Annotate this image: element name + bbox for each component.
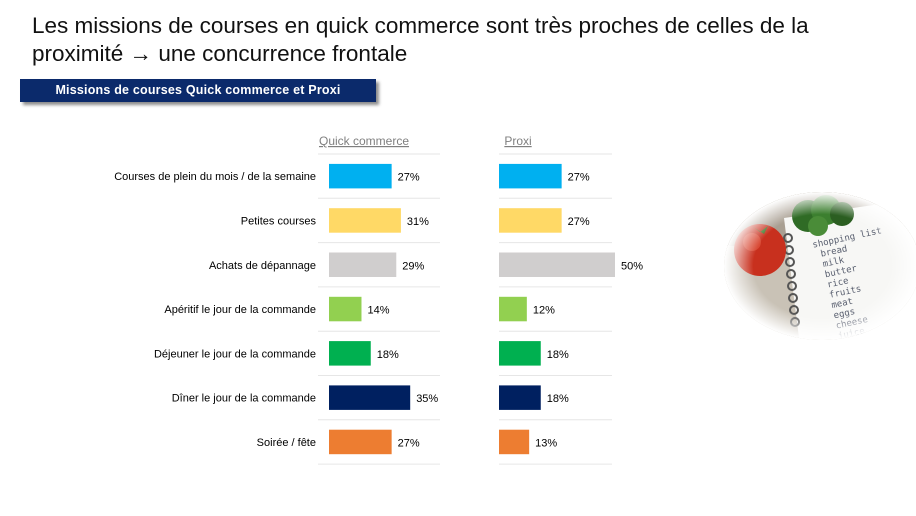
- chart-title-1: Proxi: [504, 134, 531, 148]
- bar-0-0: [329, 163, 392, 189]
- data-label: 12%: [533, 305, 555, 317]
- data-label: 29%: [402, 260, 424, 272]
- data-label: 18%: [547, 349, 569, 361]
- bar-1-3: [499, 296, 527, 322]
- data-label: 13%: [535, 437, 557, 449]
- category-label: Déjeuner le jour de la commande: [154, 348, 316, 360]
- data-label: 50%: [621, 260, 643, 272]
- bar-1-5: [499, 385, 541, 410]
- bar-0-1: [329, 208, 401, 233]
- shopping-list-photo: shopping listbreadmilkbutterricefruitsme…: [724, 192, 916, 340]
- category-label: Petites courses: [241, 215, 317, 227]
- bar-1-6: [499, 429, 530, 455]
- data-label: 31%: [407, 216, 429, 228]
- data-label: 27%: [398, 172, 420, 184]
- category-label: Apéritif le jour de la commande: [164, 304, 316, 316]
- bar-0-2: [329, 252, 397, 277]
- data-label: 27%: [568, 216, 590, 228]
- bar-1-4: [499, 341, 541, 366]
- bar-0-5: [329, 385, 411, 410]
- data-label: 18%: [377, 349, 399, 361]
- bar-0-6: [329, 429, 392, 455]
- title-line-2-start: proximité: [32, 41, 124, 66]
- data-label: 14%: [367, 305, 389, 317]
- bar-1-2: [499, 252, 615, 277]
- category-label: Achats de dépannage: [209, 260, 316, 272]
- category-label: Dîner le jour de la commande: [172, 393, 316, 405]
- chart-title-0: Quick commerce: [319, 134, 409, 148]
- data-label: 35%: [416, 393, 438, 405]
- section-banner: Missions de courses Quick commerce et Pr…: [20, 79, 376, 102]
- bar-1-1: [499, 208, 562, 233]
- data-label: 27%: [568, 172, 590, 184]
- data-label: 18%: [547, 393, 569, 405]
- data-label: 27%: [398, 437, 420, 449]
- bar-1-0: [499, 163, 562, 189]
- bar-0-4: [329, 341, 371, 366]
- bar-0-3: [329, 296, 362, 322]
- title-line-1: Les missions de courses en quick commerc…: [32, 13, 809, 38]
- category-label: Courses de plein du mois / de la semaine: [114, 171, 316, 183]
- title-line-2: proximité → une concurrence frontale: [32, 40, 892, 68]
- category-label: Soirée / fête: [257, 437, 316, 449]
- slide-title: Les missions de courses en quick commerc…: [32, 12, 892, 68]
- title-line-2-end: une concurrence frontale: [158, 41, 408, 66]
- right-arrow-icon: →: [129, 41, 153, 66]
